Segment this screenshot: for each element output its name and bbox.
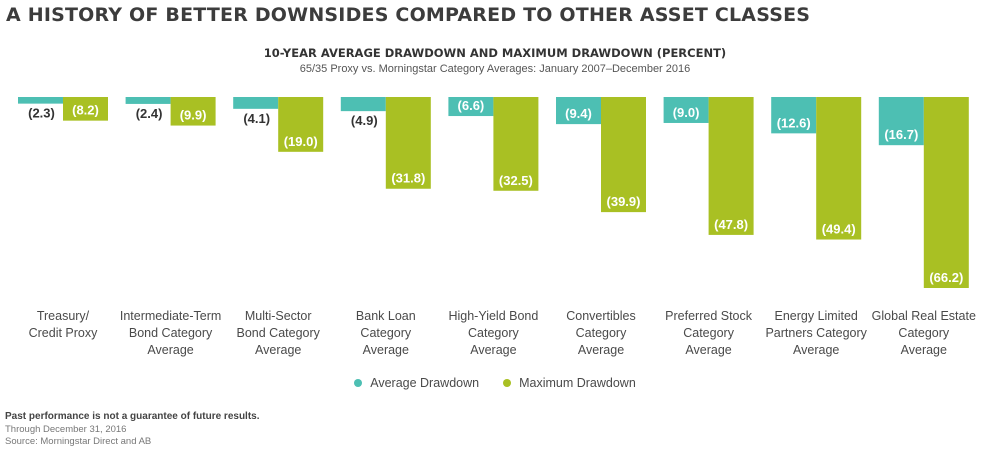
- data-label-average-drawdown-global-real-estate-category-average: (16.7): [884, 127, 918, 142]
- data-label-maximum-drawdown-treasury-credit-proxy: (8.2): [72, 103, 99, 118]
- category-label-global-real-estate-category-average: Global Real Estate Category Average: [872, 309, 976, 357]
- bar-average-drawdown-treasury-credit-proxy: [18, 97, 63, 104]
- legend-item-average-drawdown: Average Drawdown: [354, 376, 479, 390]
- bar-maximum-drawdown-energy-limited-partners-category-average: [816, 97, 862, 240]
- footer-source: Source: Morningstar Direct and AB: [5, 436, 152, 447]
- data-label-maximum-drawdown-high-yield-bond-category-average: (32.5): [499, 173, 533, 188]
- data-label-average-drawdown-energy-limited-partners-category-average: (12.6): [777, 115, 811, 130]
- bar-maximum-drawdown-multi-sector-bond-category-average: [278, 97, 324, 152]
- bar-average-drawdown-preferred-stock-category-average: [663, 97, 709, 123]
- data-label-maximum-drawdown-energy-limited-partners-category-average: (49.4): [822, 222, 856, 237]
- legend-swatch-average-drawdown: [354, 379, 363, 387]
- data-label-average-drawdown-multi-sector-bond-category-average: (4.1): [243, 111, 270, 126]
- data-label-average-drawdown-preferred-stock-category-average: (9.0): [673, 105, 700, 120]
- data-label-maximum-drawdown-convertibles-category-average: (39.9): [607, 194, 641, 209]
- legend-item-maximum-drawdown: Maximum Drawdown: [503, 376, 636, 390]
- bar-maximum-drawdown-treasury-credit-proxy: [63, 97, 108, 121]
- category-label-convertibles-category-average: Convertibles Category Average: [566, 309, 635, 357]
- chart-subtitle: 65/35 Proxy vs. Morningstar Category Ave…: [299, 63, 691, 75]
- data-label-maximum-drawdown-preferred-stock-category-average: (47.8): [714, 217, 748, 232]
- bar-average-drawdown-global-real-estate-category-average: [878, 97, 924, 146]
- data-label-maximum-drawdown-intermediate-term-bond-category-average: (9.9): [180, 108, 207, 123]
- category-label-bank-loan-category-average: Bank Loan Category Average: [356, 309, 416, 357]
- page-headline: A HISTORY OF BETTER DOWNSIDES COMPARED T…: [6, 4, 811, 26]
- bar-average-drawdown-energy-limited-partners-category-average: [771, 97, 817, 134]
- footer-disclaimer: Past performance is not a guarantee of f…: [5, 411, 260, 422]
- legend-label-maximum-drawdown: Maximum Drawdown: [519, 376, 636, 390]
- category-label-treasury-credit-proxy: Treasury/Credit Proxy: [29, 309, 99, 340]
- drawdown-bar-chart: (2.3) (8.2) Treasury/Credit Proxy (2.4) (9.9…: [18, 97, 976, 357]
- category-label-multi-sector-bond-category-average: Multi-Sector Bond Category Average: [237, 309, 321, 357]
- chart-title: 10-YEAR AVERAGE DRAWDOWN AND MAXIMUM DRA…: [263, 46, 727, 60]
- bar-average-drawdown-high-yield-bond-category-average: [448, 97, 494, 117]
- legend-swatch-maximum-drawdown: [503, 379, 512, 387]
- legend-label-average-drawdown: Average Drawdown: [370, 376, 480, 390]
- category-label-intermediate-term-bond-category-average: Intermediate-Term Bond Category Average: [120, 309, 221, 357]
- bar-maximum-drawdown-high-yield-bond-category-average: [493, 97, 539, 191]
- bar-maximum-drawdown-intermediate-term-bond-category-average: [170, 97, 216, 126]
- data-label-average-drawdown-intermediate-term-bond-category-average: (2.4): [136, 106, 163, 121]
- data-label-average-drawdown-treasury-credit-proxy: (2.3): [28, 106, 55, 121]
- bar-average-drawdown-bank-loan-category-average: [340, 97, 386, 112]
- data-label-maximum-drawdown-multi-sector-bond-category-average: (19.0): [284, 134, 318, 149]
- data-label-maximum-drawdown-bank-loan-category-average: (31.8): [391, 171, 425, 186]
- data-label-average-drawdown-convertibles-category-average: (9.4): [565, 106, 592, 121]
- bar-maximum-drawdown-bank-loan-category-average: [385, 97, 431, 189]
- bar-average-drawdown-multi-sector-bond-category-average: [233, 97, 279, 109]
- category-label-preferred-stock-category-average: Preferred Stock Category Average: [665, 309, 753, 357]
- bar-average-drawdown-intermediate-term-bond-category-average: [125, 97, 171, 104]
- data-label-average-drawdown-bank-loan-category-average: (4.9): [351, 113, 378, 128]
- bar-average-drawdown-convertibles-category-average: [556, 97, 601, 125]
- bar-maximum-drawdown-global-real-estate-category-average: [923, 97, 969, 288]
- footer-date: Through December 31, 2016: [5, 424, 127, 435]
- data-label-average-drawdown-high-yield-bond-category-average: (6.6): [458, 98, 485, 113]
- data-label-maximum-drawdown-global-real-estate-category-average: (66.2): [929, 270, 963, 285]
- category-label-energy-limited-partners-category-average: Energy Limited Partners Category Average: [765, 309, 867, 357]
- bar-maximum-drawdown-convertibles-category-average: [601, 97, 646, 213]
- bar-maximum-drawdown-preferred-stock-category-average: [708, 97, 754, 235]
- chart-legend: Average Drawdown Maximum Drawdown: [0, 376, 990, 390]
- category-label-high-yield-bond-category-average: High-Yield Bond Category Average: [448, 309, 538, 357]
